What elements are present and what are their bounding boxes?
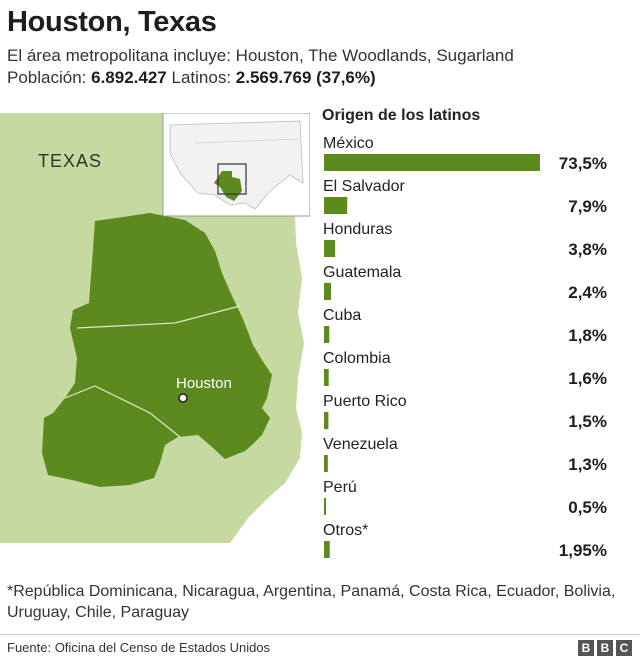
bar (324, 412, 329, 429)
category-label: Otros* (323, 522, 368, 539)
value-label: 2,4% (568, 283, 607, 302)
latinos-value: 2.569.769 (37,6%) (235, 68, 376, 87)
category-label: Honduras (323, 221, 392, 238)
population-stats: Población: 6.892.427 Latinos: 2.569.769 … (7, 68, 376, 88)
bar (324, 498, 326, 515)
houston-region-map: TEXAS Houston (0, 113, 310, 543)
footnote: *República Dominicana, Nicaragua, Argent… (7, 583, 616, 621)
category-label: Perú (323, 479, 357, 496)
locator-inset (162, 113, 310, 217)
houston-label: Houston (176, 375, 232, 392)
county-border-north (76, 305, 241, 329)
bar (324, 369, 329, 386)
bar (324, 283, 332, 300)
metro-region (42, 213, 272, 487)
gulf-water (230, 213, 310, 543)
bar (324, 326, 330, 343)
population-value: 6.892.427 (91, 68, 167, 87)
bbc-logo-letter: B (578, 640, 594, 656)
bar (324, 240, 336, 257)
source-text: Fuente: Oficina del Censo de Estados Uni… (7, 640, 271, 655)
county-border-south (64, 385, 181, 438)
category-label: Venezuela (323, 436, 398, 453)
houston-dot (178, 393, 188, 403)
category-label: El Salvador (323, 178, 405, 195)
value-label: 1,8% (568, 326, 607, 345)
bbc-logo: B B C (578, 640, 632, 656)
category-label: Guatemala (323, 264, 401, 281)
population-label: Población: (7, 68, 87, 87)
bar (324, 541, 330, 558)
value-label: 1,5% (568, 412, 607, 431)
value-label: 0,5% (568, 498, 607, 517)
bbc-logo-letter: B (597, 640, 613, 656)
bar (324, 455, 328, 472)
subtitle: El área metropolitana incluye: Houston, … (7, 46, 514, 65)
category-label: Colombia (323, 350, 391, 367)
value-label: 1,6% (568, 369, 607, 388)
value-label: 1,95% (559, 541, 607, 560)
value-label: 3,8% (568, 240, 607, 259)
bar (324, 154, 540, 171)
category-label: México (323, 135, 374, 152)
bbc-logo-letter: C (616, 640, 632, 656)
bar (324, 197, 348, 214)
category-label: Puerto Rico (323, 393, 407, 410)
latinos-label: Latinos: (171, 68, 232, 87)
texas-label: TEXAS (38, 151, 102, 171)
value-label: 73,5% (559, 154, 607, 173)
value-label: 7,9% (568, 197, 607, 216)
page-title: Houston, Texas (7, 6, 217, 38)
footer-divider (0, 634, 640, 635)
category-label: Cuba (323, 307, 361, 324)
chart-title: Origen de los latinos (322, 107, 481, 124)
value-label: 1,3% (568, 455, 607, 474)
